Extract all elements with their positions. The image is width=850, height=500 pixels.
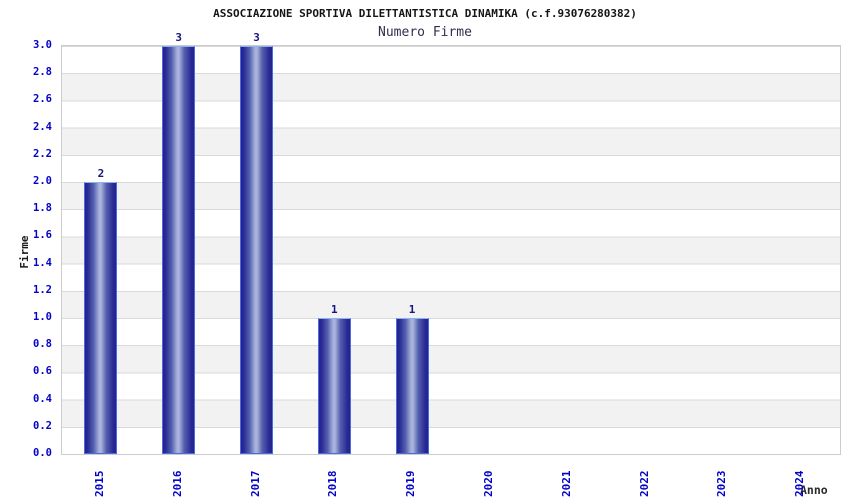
x-tick-label-2018: 2018	[326, 470, 340, 498]
y-tick-label-0.4: 0.4	[33, 392, 52, 405]
y-tick-label-0.8: 0.8	[33, 338, 52, 351]
x-tick-label-2023: 2023	[715, 470, 729, 498]
y-tick-label-2.4: 2.4	[33, 120, 52, 133]
chart-title: ASSOCIAZIONE SPORTIVA DILETTANTISTICA DI…	[213, 7, 637, 20]
y-tick-label-0.2: 0.2	[33, 419, 52, 432]
y-tick-label-2.0: 2.0	[33, 175, 52, 187]
bar-value-label-2019: 1	[408, 303, 416, 316]
x-tick-label-2021: 2021	[559, 470, 573, 498]
x-tick-label-2019: 2019	[404, 470, 418, 498]
y-tick-label-2.6: 2.6	[33, 93, 52, 106]
bar-2017	[240, 46, 273, 454]
x-tick-label-2015: 2015	[92, 470, 106, 498]
y-tick-label-3.0: 3.0	[33, 39, 52, 51]
plot-area: 2 3 3 1 1	[61, 32, 841, 455]
x-tick-label-2022: 2022	[637, 470, 651, 498]
y-tick-label-1.4: 1.4	[33, 256, 52, 269]
bar-2019	[395, 318, 429, 454]
y-tick-label-1.2: 1.2	[33, 283, 52, 296]
bar-2018	[317, 318, 351, 454]
y-tick-label-1.6: 1.6	[33, 229, 52, 242]
bar-value-label-2018: 1	[330, 303, 338, 316]
y-tick-label-1.0: 1.0	[33, 311, 52, 323]
y-tick-label-0.6: 0.6	[33, 365, 52, 378]
x-tick-label-2017: 2017	[248, 470, 262, 498]
bar-2015	[84, 182, 118, 454]
bar-value-label-2017: 3	[253, 31, 260, 44]
bar-value-label-2016: 3	[175, 31, 182, 44]
x-axis-title: Anno	[800, 483, 828, 497]
chart-subtitle: Numero Firme	[378, 25, 472, 40]
bar-2016	[162, 46, 196, 454]
y-tick-label-1.8: 1.8	[33, 202, 52, 215]
x-tick-label-2020: 2020	[481, 470, 495, 498]
x-tick-label-2016: 2016	[170, 470, 184, 498]
y-tick-label-0.0: 0.0	[33, 447, 52, 459]
x-tick-label-2024: 2024	[793, 470, 807, 498]
y-tick-label-2.2: 2.2	[33, 147, 52, 160]
bar-value-label-2015: 2	[97, 167, 105, 180]
y-tick-label-2.8: 2.8	[33, 66, 52, 79]
